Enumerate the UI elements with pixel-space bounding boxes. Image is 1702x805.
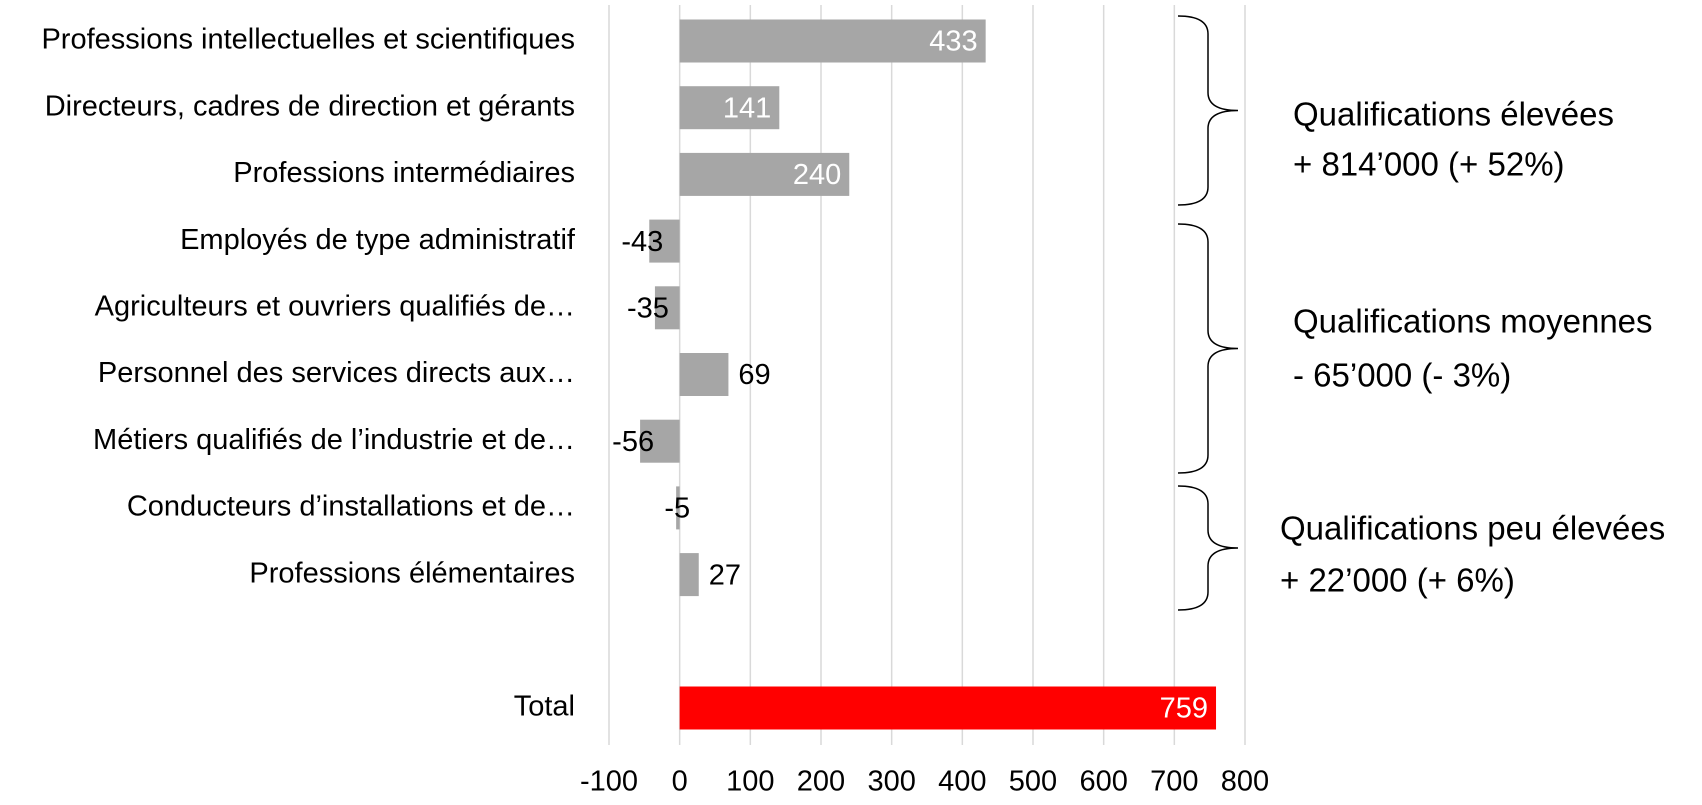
bar xyxy=(679,19,986,63)
bar xyxy=(679,686,1217,730)
x-tick-label: 200 xyxy=(797,766,845,798)
bar xyxy=(679,553,699,597)
annotation: Qualifications moyennes xyxy=(1293,303,1653,340)
category-label: Professions intellectuelles et scientifi… xyxy=(41,24,575,56)
bar xyxy=(654,286,680,330)
annotation: Qualifications élevées xyxy=(1293,96,1614,133)
bracket xyxy=(1177,15,1239,206)
x-tick-label: 0 xyxy=(672,766,688,798)
bar xyxy=(679,353,729,396)
value-label: 141 xyxy=(723,92,771,124)
category-label: Professions intermédiaires xyxy=(233,157,575,189)
value-label: -43 xyxy=(621,226,663,258)
value-label: -56 xyxy=(612,426,654,458)
bracket xyxy=(1177,485,1239,611)
x-tick-label: 600 xyxy=(1079,766,1127,798)
value-label: 240 xyxy=(793,159,841,191)
value-label: 69 xyxy=(738,359,770,391)
category-label: Total xyxy=(514,691,575,723)
x-tick-label: 800 xyxy=(1221,766,1269,798)
x-tick-label: 700 xyxy=(1150,766,1198,798)
category-label: Employés de type administratif xyxy=(180,224,576,256)
x-tick-label: 400 xyxy=(938,766,986,798)
annotation: + 814’000 (+ 52%) xyxy=(1293,146,1565,183)
bar xyxy=(640,419,680,463)
x-tick-label: 500 xyxy=(1009,766,1057,798)
category-label: Personnel des services directs aux… xyxy=(98,357,575,389)
value-label: -35 xyxy=(627,292,669,324)
bar xyxy=(679,86,780,130)
value-label: 27 xyxy=(709,559,741,591)
annotation: Qualifications peu élevées xyxy=(1280,510,1665,547)
category-label: Conducteurs d’installations et de… xyxy=(127,491,575,523)
category-label: Professions élémentaires xyxy=(249,557,575,589)
bracket xyxy=(1177,223,1239,474)
category-label: Métiers qualifiés de l’industrie et de… xyxy=(93,424,575,456)
category-label: Agriculteurs et ouvriers qualifiés de… xyxy=(95,290,575,322)
x-tick-label: 300 xyxy=(867,766,915,798)
annotation: + 22’000 (+ 6%) xyxy=(1280,562,1515,599)
category-label: Directeurs, cadres de direction et géran… xyxy=(45,90,575,122)
value-label: 433 xyxy=(929,26,977,58)
annotation: - 65’000 (- 3%) xyxy=(1293,357,1511,394)
value-label: 759 xyxy=(1160,693,1208,725)
bar xyxy=(649,219,680,263)
x-tick-label: -100 xyxy=(580,766,638,798)
value-label: -5 xyxy=(664,493,690,525)
bar xyxy=(676,486,680,530)
x-tick-label: 100 xyxy=(726,766,774,798)
bar xyxy=(679,152,850,196)
